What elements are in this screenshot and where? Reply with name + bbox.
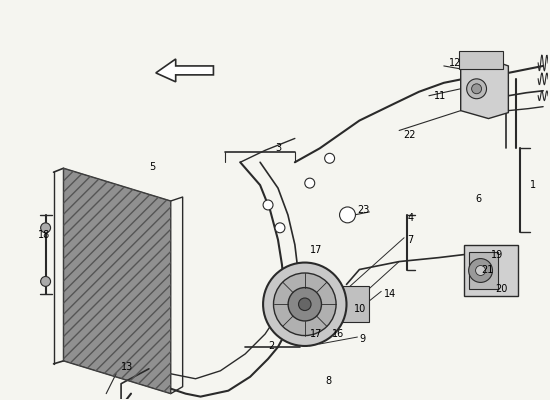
Circle shape (263, 262, 346, 346)
Polygon shape (156, 59, 213, 82)
Text: 11: 11 (434, 91, 446, 101)
Polygon shape (63, 168, 170, 394)
Circle shape (339, 207, 355, 223)
Text: 19: 19 (491, 250, 503, 260)
Text: 12: 12 (449, 58, 461, 68)
Text: 2: 2 (268, 341, 274, 351)
Circle shape (476, 266, 486, 276)
Circle shape (275, 223, 285, 233)
Text: 17: 17 (310, 245, 322, 255)
Text: 22: 22 (403, 130, 416, 140)
Bar (459, 51, 503, 69)
Text: 9: 9 (359, 334, 366, 344)
Text: 23: 23 (358, 205, 370, 215)
Bar (342, 286, 370, 322)
Circle shape (41, 276, 51, 286)
Circle shape (41, 223, 51, 233)
Text: 21: 21 (482, 264, 494, 274)
Circle shape (324, 153, 334, 163)
Circle shape (273, 273, 336, 336)
Text: 4: 4 (407, 213, 413, 223)
Text: 18: 18 (37, 230, 50, 240)
Text: 3: 3 (275, 143, 281, 153)
Circle shape (305, 178, 315, 188)
Circle shape (469, 258, 492, 282)
Bar (469, 252, 498, 289)
Circle shape (472, 84, 482, 94)
Text: 16: 16 (332, 329, 344, 339)
Text: 13: 13 (121, 362, 133, 372)
Circle shape (466, 79, 487, 99)
Text: 5: 5 (149, 162, 155, 172)
Text: 20: 20 (496, 284, 508, 294)
Text: 1: 1 (530, 180, 536, 190)
Text: 7: 7 (407, 235, 414, 245)
Text: 10: 10 (354, 304, 367, 314)
Bar (464, 245, 518, 296)
Text: 6: 6 (476, 194, 482, 204)
Circle shape (299, 298, 311, 310)
Text: 17: 17 (310, 329, 322, 339)
Text: 14: 14 (384, 289, 397, 299)
Circle shape (288, 288, 321, 321)
Text: 8: 8 (326, 376, 332, 386)
Polygon shape (461, 59, 508, 118)
Circle shape (263, 200, 273, 210)
